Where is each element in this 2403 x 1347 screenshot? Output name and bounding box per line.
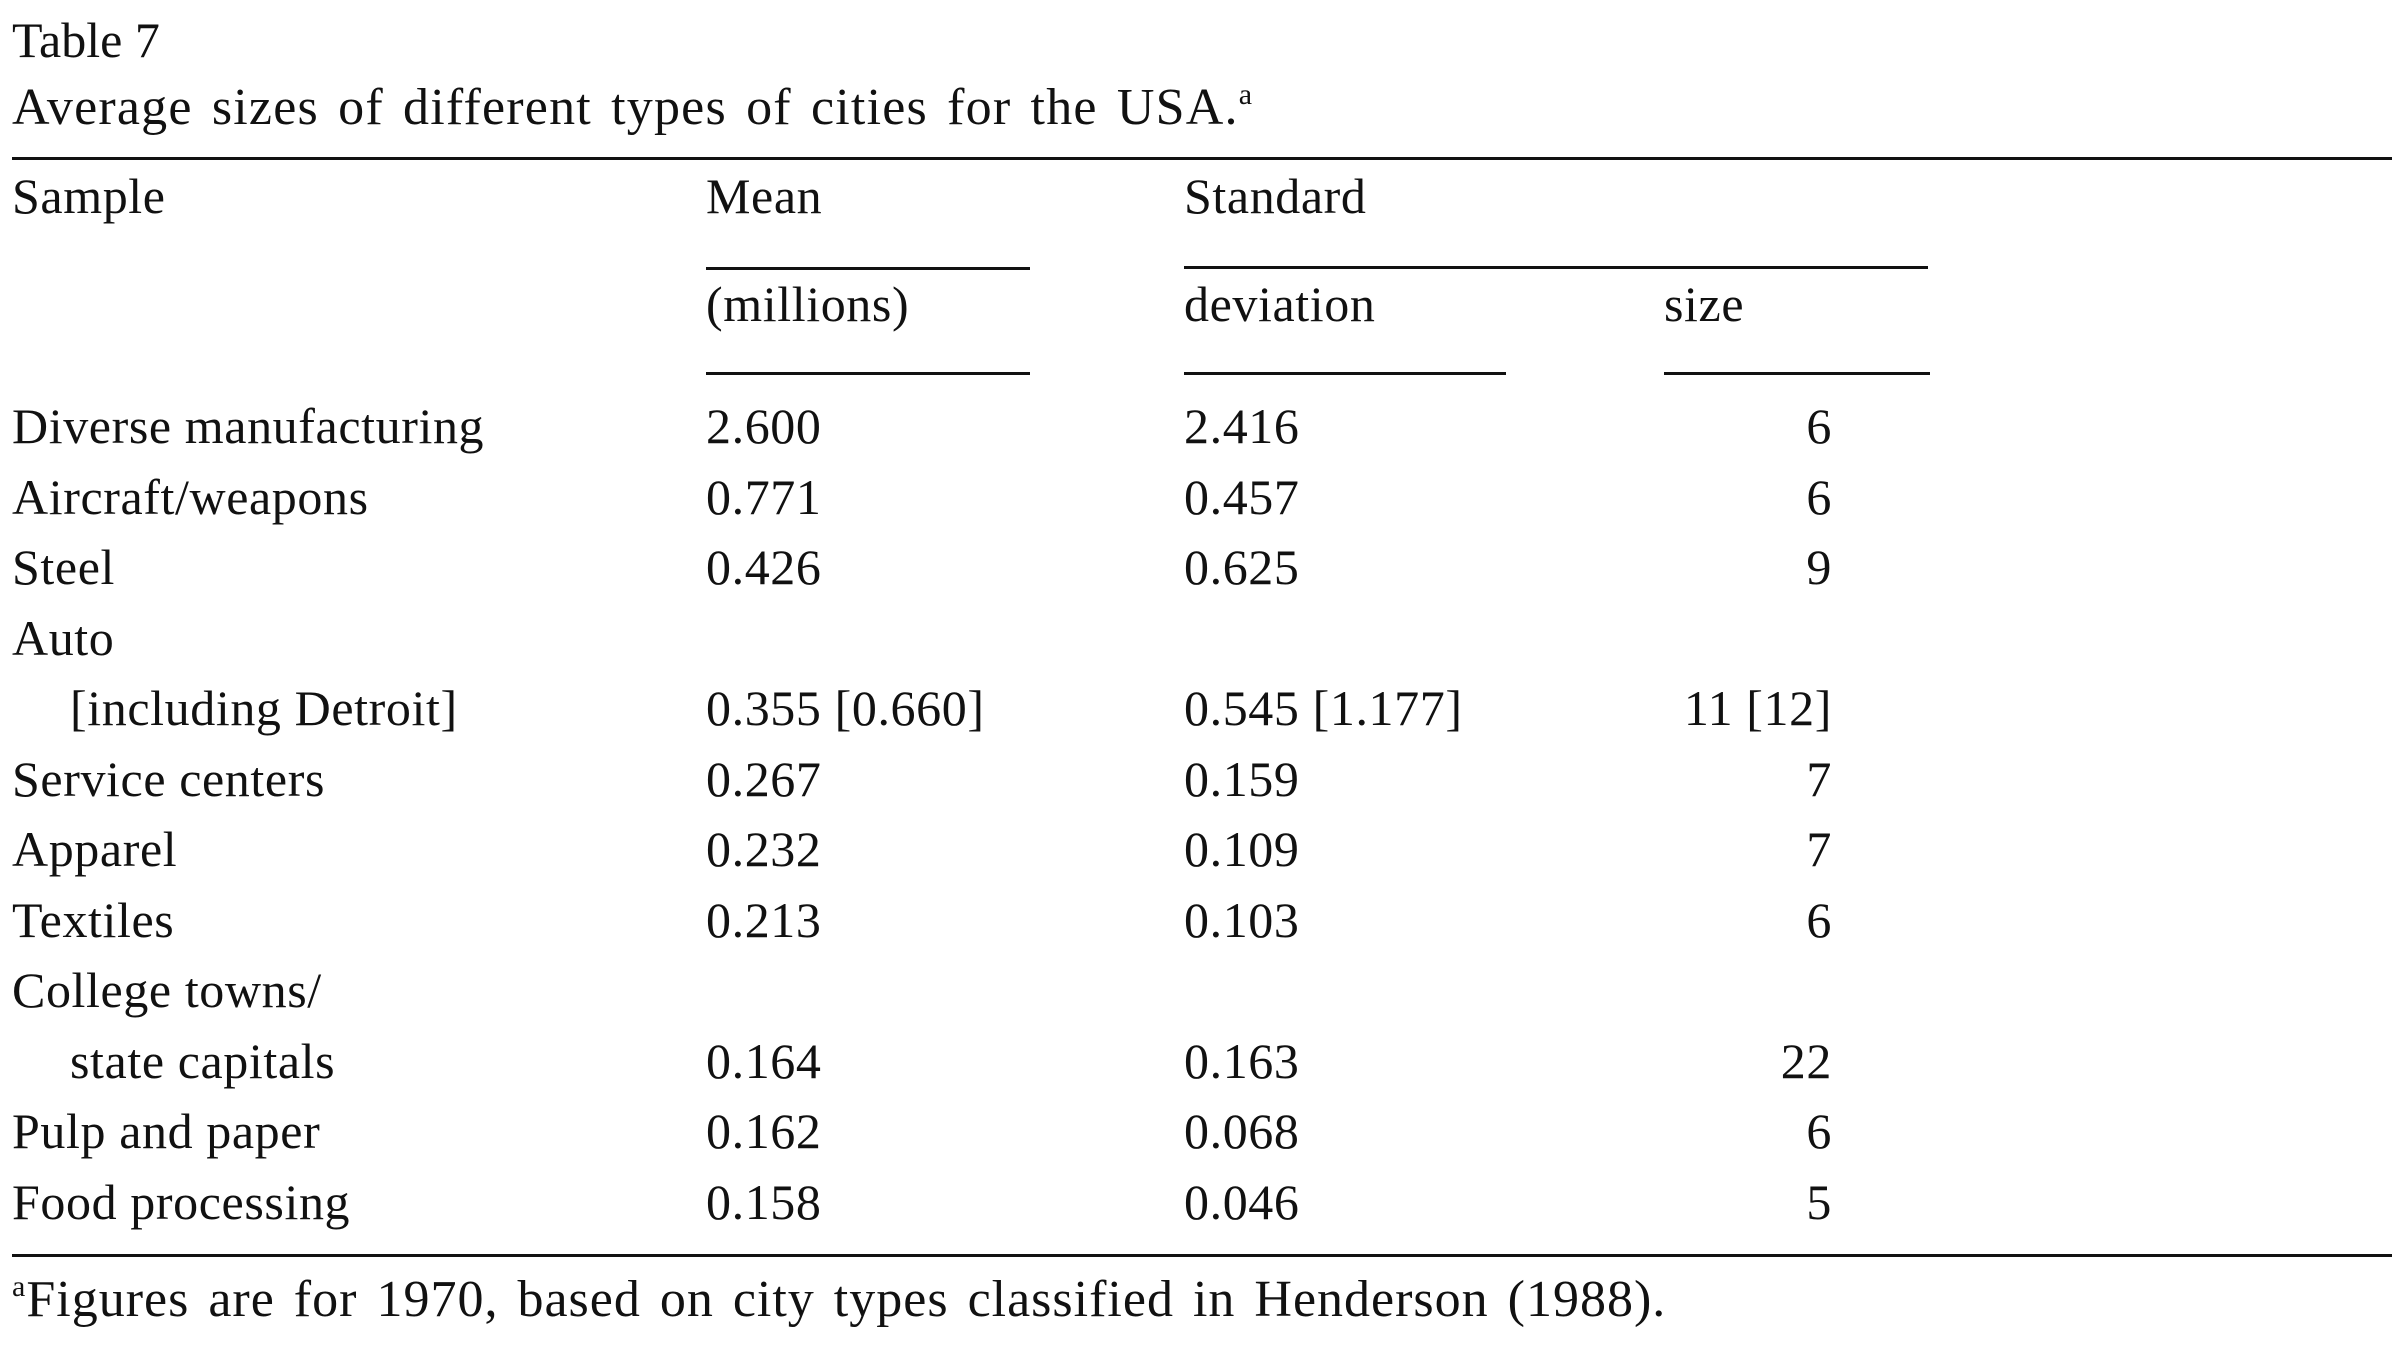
sample-cell: state capitals [70, 1032, 336, 1089]
sample-cell: Textiles [12, 891, 175, 948]
standard-header-rule [1184, 266, 1928, 269]
mean-cell: 2.600 [706, 398, 822, 454]
mean-cell: 0.355 [0.660] [706, 680, 985, 736]
footnote-marker: a [12, 1270, 27, 1303]
size-cell: 6 [1806, 468, 1832, 525]
mean-cell: 0.232 [706, 821, 822, 877]
std-cell: 2.416 [1184, 398, 1300, 454]
size-cell: 6 [1806, 398, 1832, 454]
header-sample: Sample [12, 168, 166, 224]
size-cell: 9 [1806, 539, 1832, 595]
std-cell: 0.625 [1184, 539, 1300, 595]
std-cell: 0.163 [1184, 1032, 1300, 1089]
header-mean-units: (millions) [706, 276, 910, 332]
std-cell: 0.068 [1184, 1103, 1300, 1159]
size-cell: 22 [1780, 1032, 1832, 1089]
mean-cell: 0.158 [706, 1173, 822, 1230]
mean-cell: 0.162 [706, 1103, 822, 1159]
deviation-rule [1184, 372, 1506, 375]
table-label: Table 7 [12, 12, 160, 68]
sample-cell: [including Detroit] [70, 680, 458, 736]
size-cell: 6 [1806, 891, 1832, 948]
size-cell: 7 [1806, 750, 1832, 807]
std-cell: 0.457 [1184, 468, 1300, 525]
mean-cell: 0.771 [706, 468, 822, 525]
header-size: size [1664, 276, 1745, 332]
table-title: Average sizes of different types of citi… [12, 78, 1253, 138]
footnote-text: Figures are for 1970, based on city type… [26, 1271, 1667, 1328]
title-footnote-marker: a [1238, 78, 1254, 111]
sample-cell: Pulp and paper [12, 1103, 321, 1159]
std-cell: 0.159 [1184, 750, 1300, 807]
mean-cell: 0.164 [706, 1032, 822, 1089]
sample-cell: Aircraft/weapons [12, 468, 369, 525]
mean-cell: 0.213 [706, 891, 822, 948]
std-cell: 0.109 [1184, 821, 1300, 877]
sample-cell: Food processing [12, 1173, 351, 1230]
size-rule [1664, 372, 1930, 375]
header-deviation: deviation [1184, 276, 1376, 332]
size-cell: 5 [1806, 1173, 1832, 1230]
std-cell: 0.046 [1184, 1173, 1300, 1230]
mean-cell: 0.426 [706, 539, 822, 595]
mean-header-rule [706, 267, 1030, 270]
std-cell: 0.545 [1.177] [1184, 680, 1463, 736]
bottom-rule [12, 1254, 2392, 1257]
sample-cell: Steel [12, 539, 115, 595]
sample-cell: Auto [12, 609, 115, 666]
sample-cell: College towns/ [12, 962, 322, 1018]
size-cell: 7 [1806, 821, 1832, 877]
table-page: Table 7 Average sizes of different types… [12, 0, 2392, 1347]
top-rule [12, 157, 2392, 160]
std-cell: 0.103 [1184, 891, 1300, 948]
sample-cell: Diverse manufacturing [12, 398, 485, 454]
sample-cell: Service centers [12, 750, 326, 807]
table-footnote: aFigures are for 1970, based on city typ… [12, 1270, 1666, 1330]
table-title-text: Average sizes of different types of citi… [12, 79, 1239, 136]
header-mean: Mean [706, 168, 823, 224]
size-cell: 6 [1806, 1103, 1832, 1159]
header-standard: Standard [1184, 168, 1367, 224]
mean-cell: 0.267 [706, 750, 822, 807]
size-cell: 11 [12] [1683, 680, 1832, 736]
sample-cell: Apparel [12, 821, 178, 877]
mean-units-rule [706, 372, 1030, 375]
